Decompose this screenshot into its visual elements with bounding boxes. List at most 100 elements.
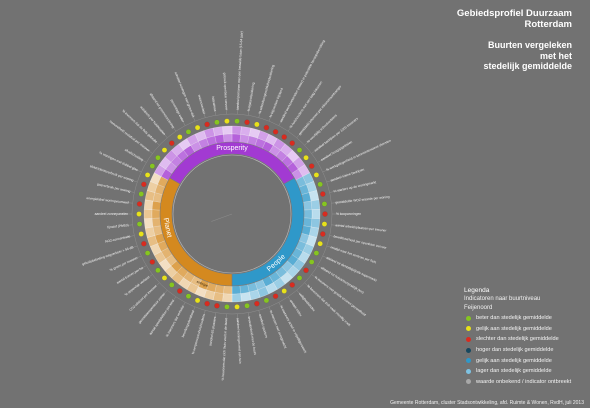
indicator-spoke xyxy=(159,290,168,300)
indicator-dot xyxy=(296,275,303,281)
indicator-spoke xyxy=(122,235,135,239)
legend-dot-icon xyxy=(466,347,471,353)
indicator-spoke xyxy=(168,121,177,132)
indicator-dot xyxy=(204,300,210,307)
indicator-spoke xyxy=(258,310,263,322)
indicator-dot xyxy=(169,282,175,288)
indicator-spoke xyxy=(135,156,147,163)
indicator-label: % huishoudens met een laag inkomen xyxy=(289,80,324,129)
indicator-label: aandeel sporters xyxy=(258,314,269,339)
indicator-label: % bijstandsuitkering xyxy=(247,82,256,112)
legend-label: slechter dan stedelijk gemiddelde xyxy=(476,336,559,343)
indicator-spoke xyxy=(268,306,274,319)
report-city: Rotterdam xyxy=(524,19,572,30)
indicator-spoke xyxy=(168,296,177,307)
indicator-dot xyxy=(254,300,260,307)
indicator-dot xyxy=(185,293,192,299)
indicator-dots xyxy=(136,118,328,310)
indicator-label: bevolkingsdichtheid xyxy=(181,310,195,338)
indicator-band-outer xyxy=(143,218,154,229)
indicator-band-mid xyxy=(223,133,233,143)
indicator-dot xyxy=(194,124,201,131)
legend-items: beter dan stedelijk gemiddelde gelijk aan… xyxy=(464,313,588,387)
indicator-band-outer xyxy=(311,209,321,219)
indicator-dot xyxy=(149,163,156,169)
indicator-spoke xyxy=(150,282,160,292)
indicator-label: NO2-concentratie xyxy=(105,234,131,243)
indicator-dot xyxy=(322,211,328,217)
indicator-dot xyxy=(254,121,260,128)
indicator-dot xyxy=(136,221,143,227)
subtitle-line-1: Buurten vergeleken xyxy=(487,40,572,50)
footer: Gemeente Rotterdam, cluster Stadsontwikk… xyxy=(0,398,590,408)
legend-label: hoger dan stedelijk gemiddelde xyxy=(476,347,554,354)
indicator-spoke xyxy=(278,302,285,314)
indicator-spoke xyxy=(237,102,239,115)
indicator-label: sociale index xyxy=(289,299,303,317)
indicator-spoke xyxy=(317,265,329,272)
sector-label-planet: Planet xyxy=(162,217,173,238)
indicator-label: aantal arbeidsplaatsen per inwoner xyxy=(335,223,387,233)
indicator-label: % koopwoningen xyxy=(336,212,361,216)
indicator-dot xyxy=(289,140,295,146)
indicator-spoke xyxy=(311,274,322,282)
indicator-dot xyxy=(141,240,147,247)
legend-item: hoger dan stedelijk gemiddelde xyxy=(466,345,588,356)
indicator-band-outer xyxy=(212,291,224,302)
indicator-dot xyxy=(234,118,240,124)
indicator-dot xyxy=(169,140,175,146)
indicator-dot xyxy=(155,154,161,161)
indicator-spoke xyxy=(326,178,339,183)
indicator-spoke xyxy=(304,282,314,292)
indicator-spoke xyxy=(331,224,344,227)
legend-label: gelijk aan stedelijk gemiddelde xyxy=(476,325,552,332)
indicator-spoke xyxy=(322,255,334,262)
indicator-label: percentage water xyxy=(170,99,186,124)
indicator-label: aandeel bedrijven per 1000 inwoners xyxy=(314,116,360,152)
indicator-label: veiligheidsindex xyxy=(298,292,316,313)
indicator-dot xyxy=(303,154,309,161)
indicator-dot xyxy=(281,134,287,140)
indicator-label: wateroverlast xyxy=(197,94,206,114)
center-pointer xyxy=(211,213,233,222)
indicator-spoke xyxy=(142,146,153,154)
legend-title: Legenda xyxy=(464,287,490,294)
planet-energy-label: energie xyxy=(196,280,209,288)
indicator-label: aandeel kleine bedrijven xyxy=(330,167,365,182)
indicator-dot xyxy=(214,303,220,309)
legend-dot-icon xyxy=(466,336,471,342)
indicator-dot xyxy=(144,250,151,256)
indicator-spoke xyxy=(311,146,322,154)
indicator-label: % bijzondere bijstand xyxy=(269,87,284,118)
indicator-band-outer xyxy=(212,126,224,137)
indicator-spoke xyxy=(213,103,217,116)
legend-label: lager dan stedelijk gemiddelde xyxy=(476,368,552,375)
indicator-dot xyxy=(281,288,287,294)
indicator-spoke xyxy=(287,121,296,132)
indicator-spoke xyxy=(125,178,138,183)
indicator-spoke xyxy=(237,313,239,326)
indicator-label: gasverbruik per woning xyxy=(97,182,131,193)
indicator-dot xyxy=(321,201,328,207)
indicator-spoke xyxy=(322,166,334,173)
indicator-band-mid xyxy=(152,200,162,211)
indicator-dot xyxy=(138,191,144,197)
indicator-label: fijnstof (PM10) xyxy=(107,223,129,229)
indicator-label: aandeel zonnepanelen xyxy=(95,212,129,216)
indicator-spoke xyxy=(247,312,251,325)
indicator-dot xyxy=(320,231,326,237)
indicator-spoke xyxy=(159,128,168,138)
indicator-spoke xyxy=(190,306,196,319)
indicator-spoke xyxy=(150,136,160,146)
sector-ring-planet xyxy=(159,177,233,287)
report-subtitle: Buurten vergeleken met het stedelijk gem… xyxy=(457,40,572,72)
indicator-spoke xyxy=(278,114,285,126)
indicator-band-outer xyxy=(143,209,153,219)
indicator-label: gebruik openbaar vervoer xyxy=(222,73,228,112)
indicator-dot xyxy=(317,240,323,247)
indicator-spoke xyxy=(130,166,142,173)
legend-item: slechter dan stedelijk gemiddelde xyxy=(466,334,588,345)
indicator-spoke xyxy=(179,302,186,314)
